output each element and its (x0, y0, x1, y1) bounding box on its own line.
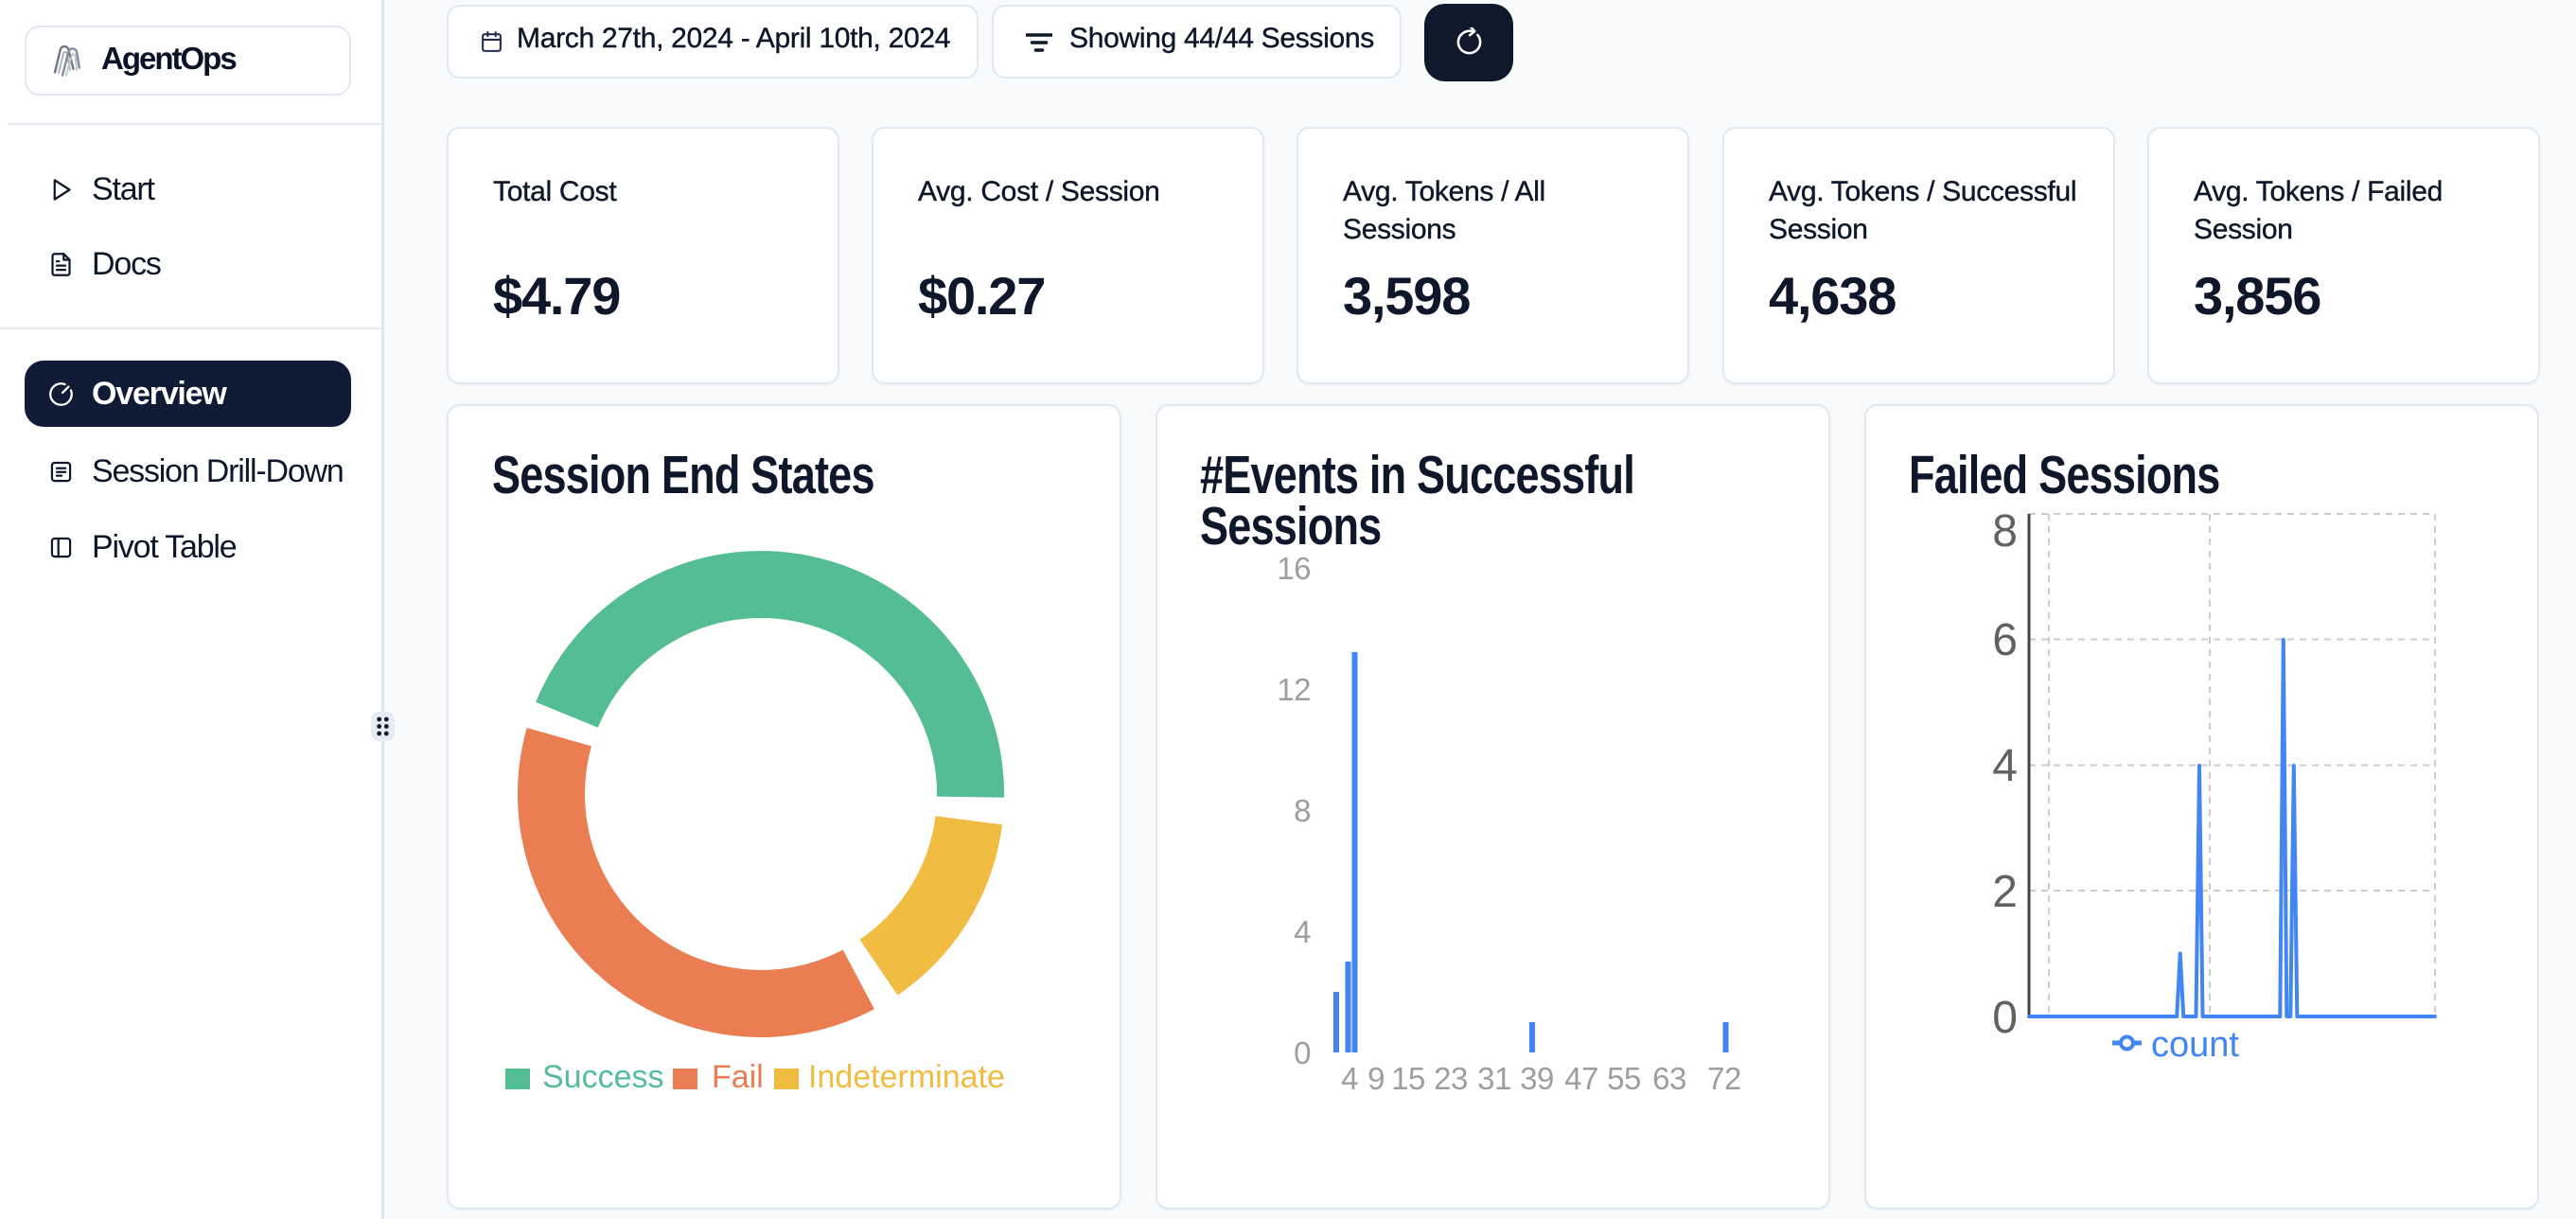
svg-text:4: 4 (1294, 914, 1311, 949)
svg-text:16: 16 (1277, 551, 1311, 586)
svg-text:8: 8 (1294, 793, 1311, 828)
svg-text:count: count (2151, 1025, 2239, 1065)
svg-text:4: 4 (1341, 1061, 1358, 1096)
svg-text:39: 39 (1520, 1061, 1554, 1096)
svg-text:63: 63 (1652, 1061, 1686, 1096)
svg-text:Success: Success (542, 1059, 664, 1095)
svg-text:72: 72 (1707, 1061, 1741, 1096)
svg-text:2: 2 (1992, 867, 2018, 917)
svg-text:15: 15 (1391, 1061, 1425, 1096)
svg-text:23: 23 (1434, 1061, 1468, 1096)
svg-text:55: 55 (1607, 1061, 1641, 1096)
svg-text:31: 31 (1477, 1061, 1511, 1096)
svg-text:8: 8 (1992, 506, 2018, 556)
svg-text:6: 6 (1992, 615, 2018, 665)
svg-text:12: 12 (1277, 672, 1311, 707)
svg-text:9: 9 (1367, 1061, 1385, 1096)
svg-text:Fail: Fail (712, 1059, 764, 1095)
svg-text:Indeterminate: Indeterminate (808, 1059, 1005, 1095)
svg-text:4: 4 (1992, 741, 2018, 791)
svg-text:0: 0 (1294, 1035, 1311, 1070)
svg-text:47: 47 (1564, 1061, 1598, 1096)
svg-text:0: 0 (1992, 993, 2018, 1043)
